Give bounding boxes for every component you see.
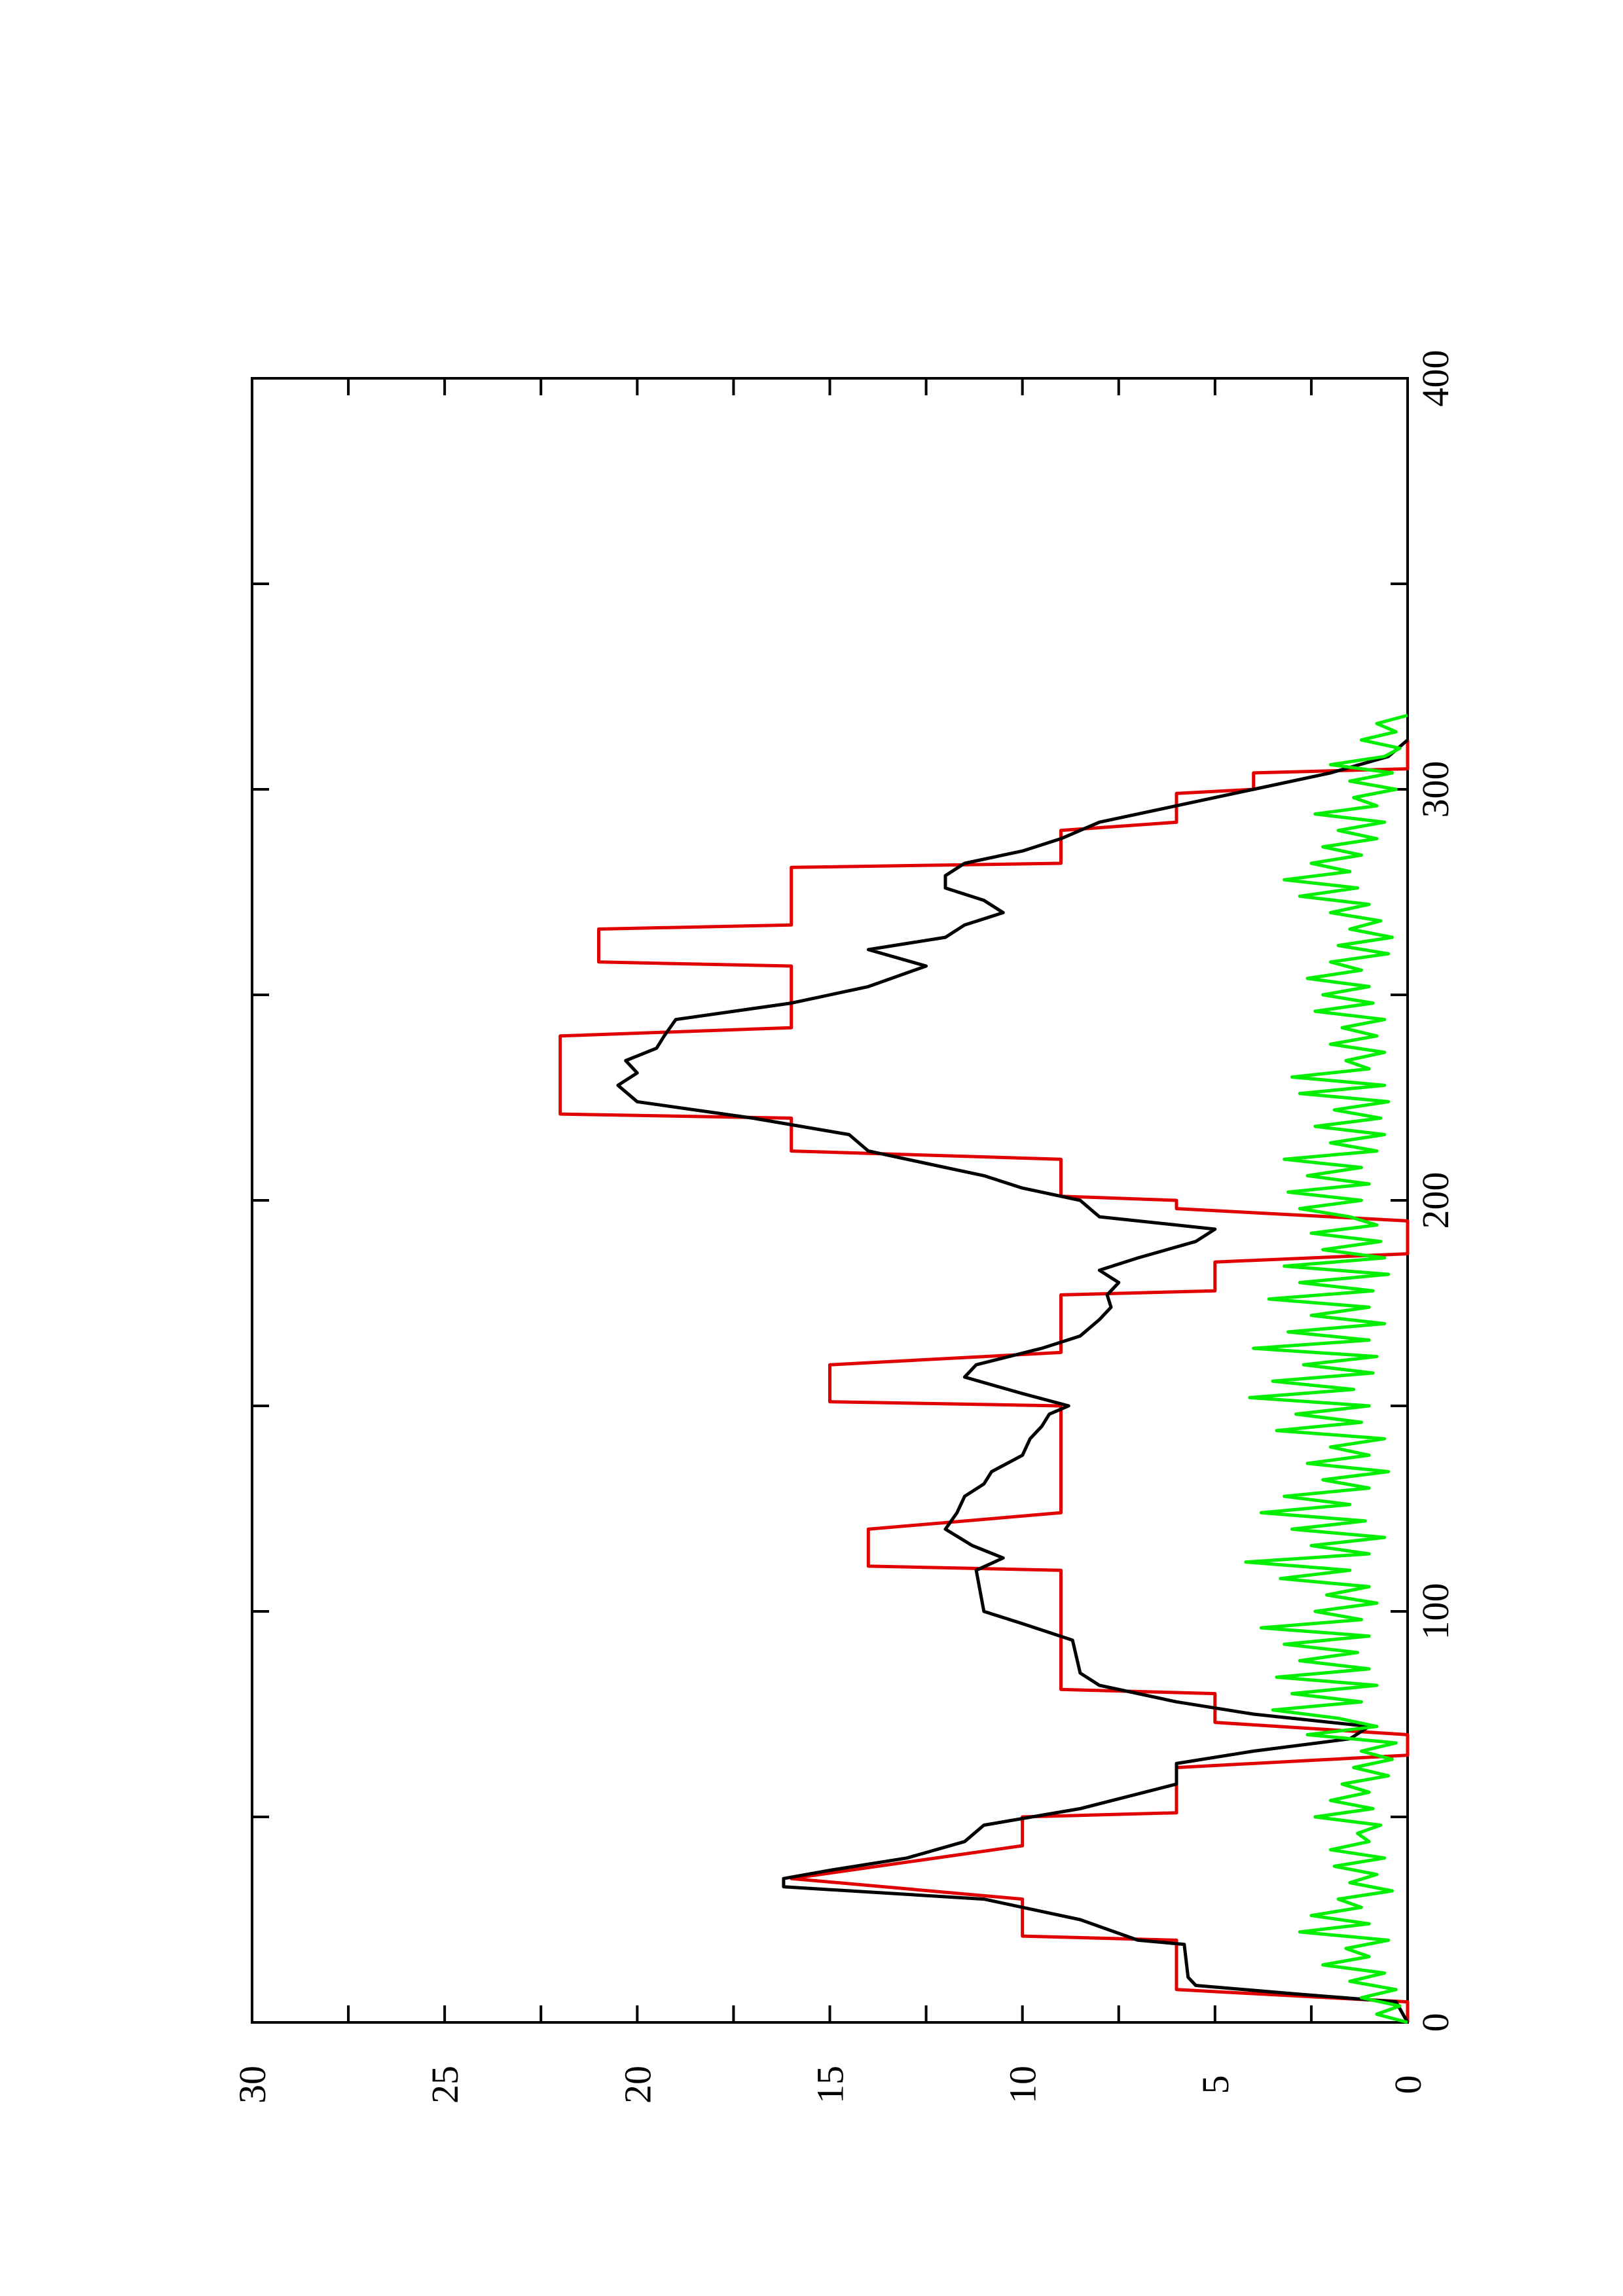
x-tick-label: 400 [1414, 350, 1457, 407]
y-tick-label: 15 [809, 2066, 852, 2104]
plot-frame [251, 377, 1409, 2024]
y-tick-label: 0 [1387, 2075, 1429, 2094]
axis-ticks: 0 100 200 300 400 0 5 10 15 20 25 30 [231, 350, 1457, 2104]
y-tick-label: 30 [231, 2066, 274, 2104]
y-tick-label: 10 [1002, 2066, 1044, 2104]
y-tick-label: 5 [1194, 2075, 1237, 2094]
x-tick-label: 0 [1414, 2013, 1457, 2032]
x-tick-label: 300 [1414, 761, 1457, 818]
y-tick-label: 20 [616, 2066, 659, 2104]
y-tick-label: 25 [424, 2066, 466, 2104]
series-line-red [558, 740, 1410, 2022]
x-tick-label: 100 [1414, 1583, 1457, 1640]
series-line-green [1244, 713, 1408, 2024]
series-layer [558, 713, 1410, 2024]
x-tick-label: 200 [1414, 1172, 1457, 1229]
series-line-black [616, 738, 1410, 2024]
